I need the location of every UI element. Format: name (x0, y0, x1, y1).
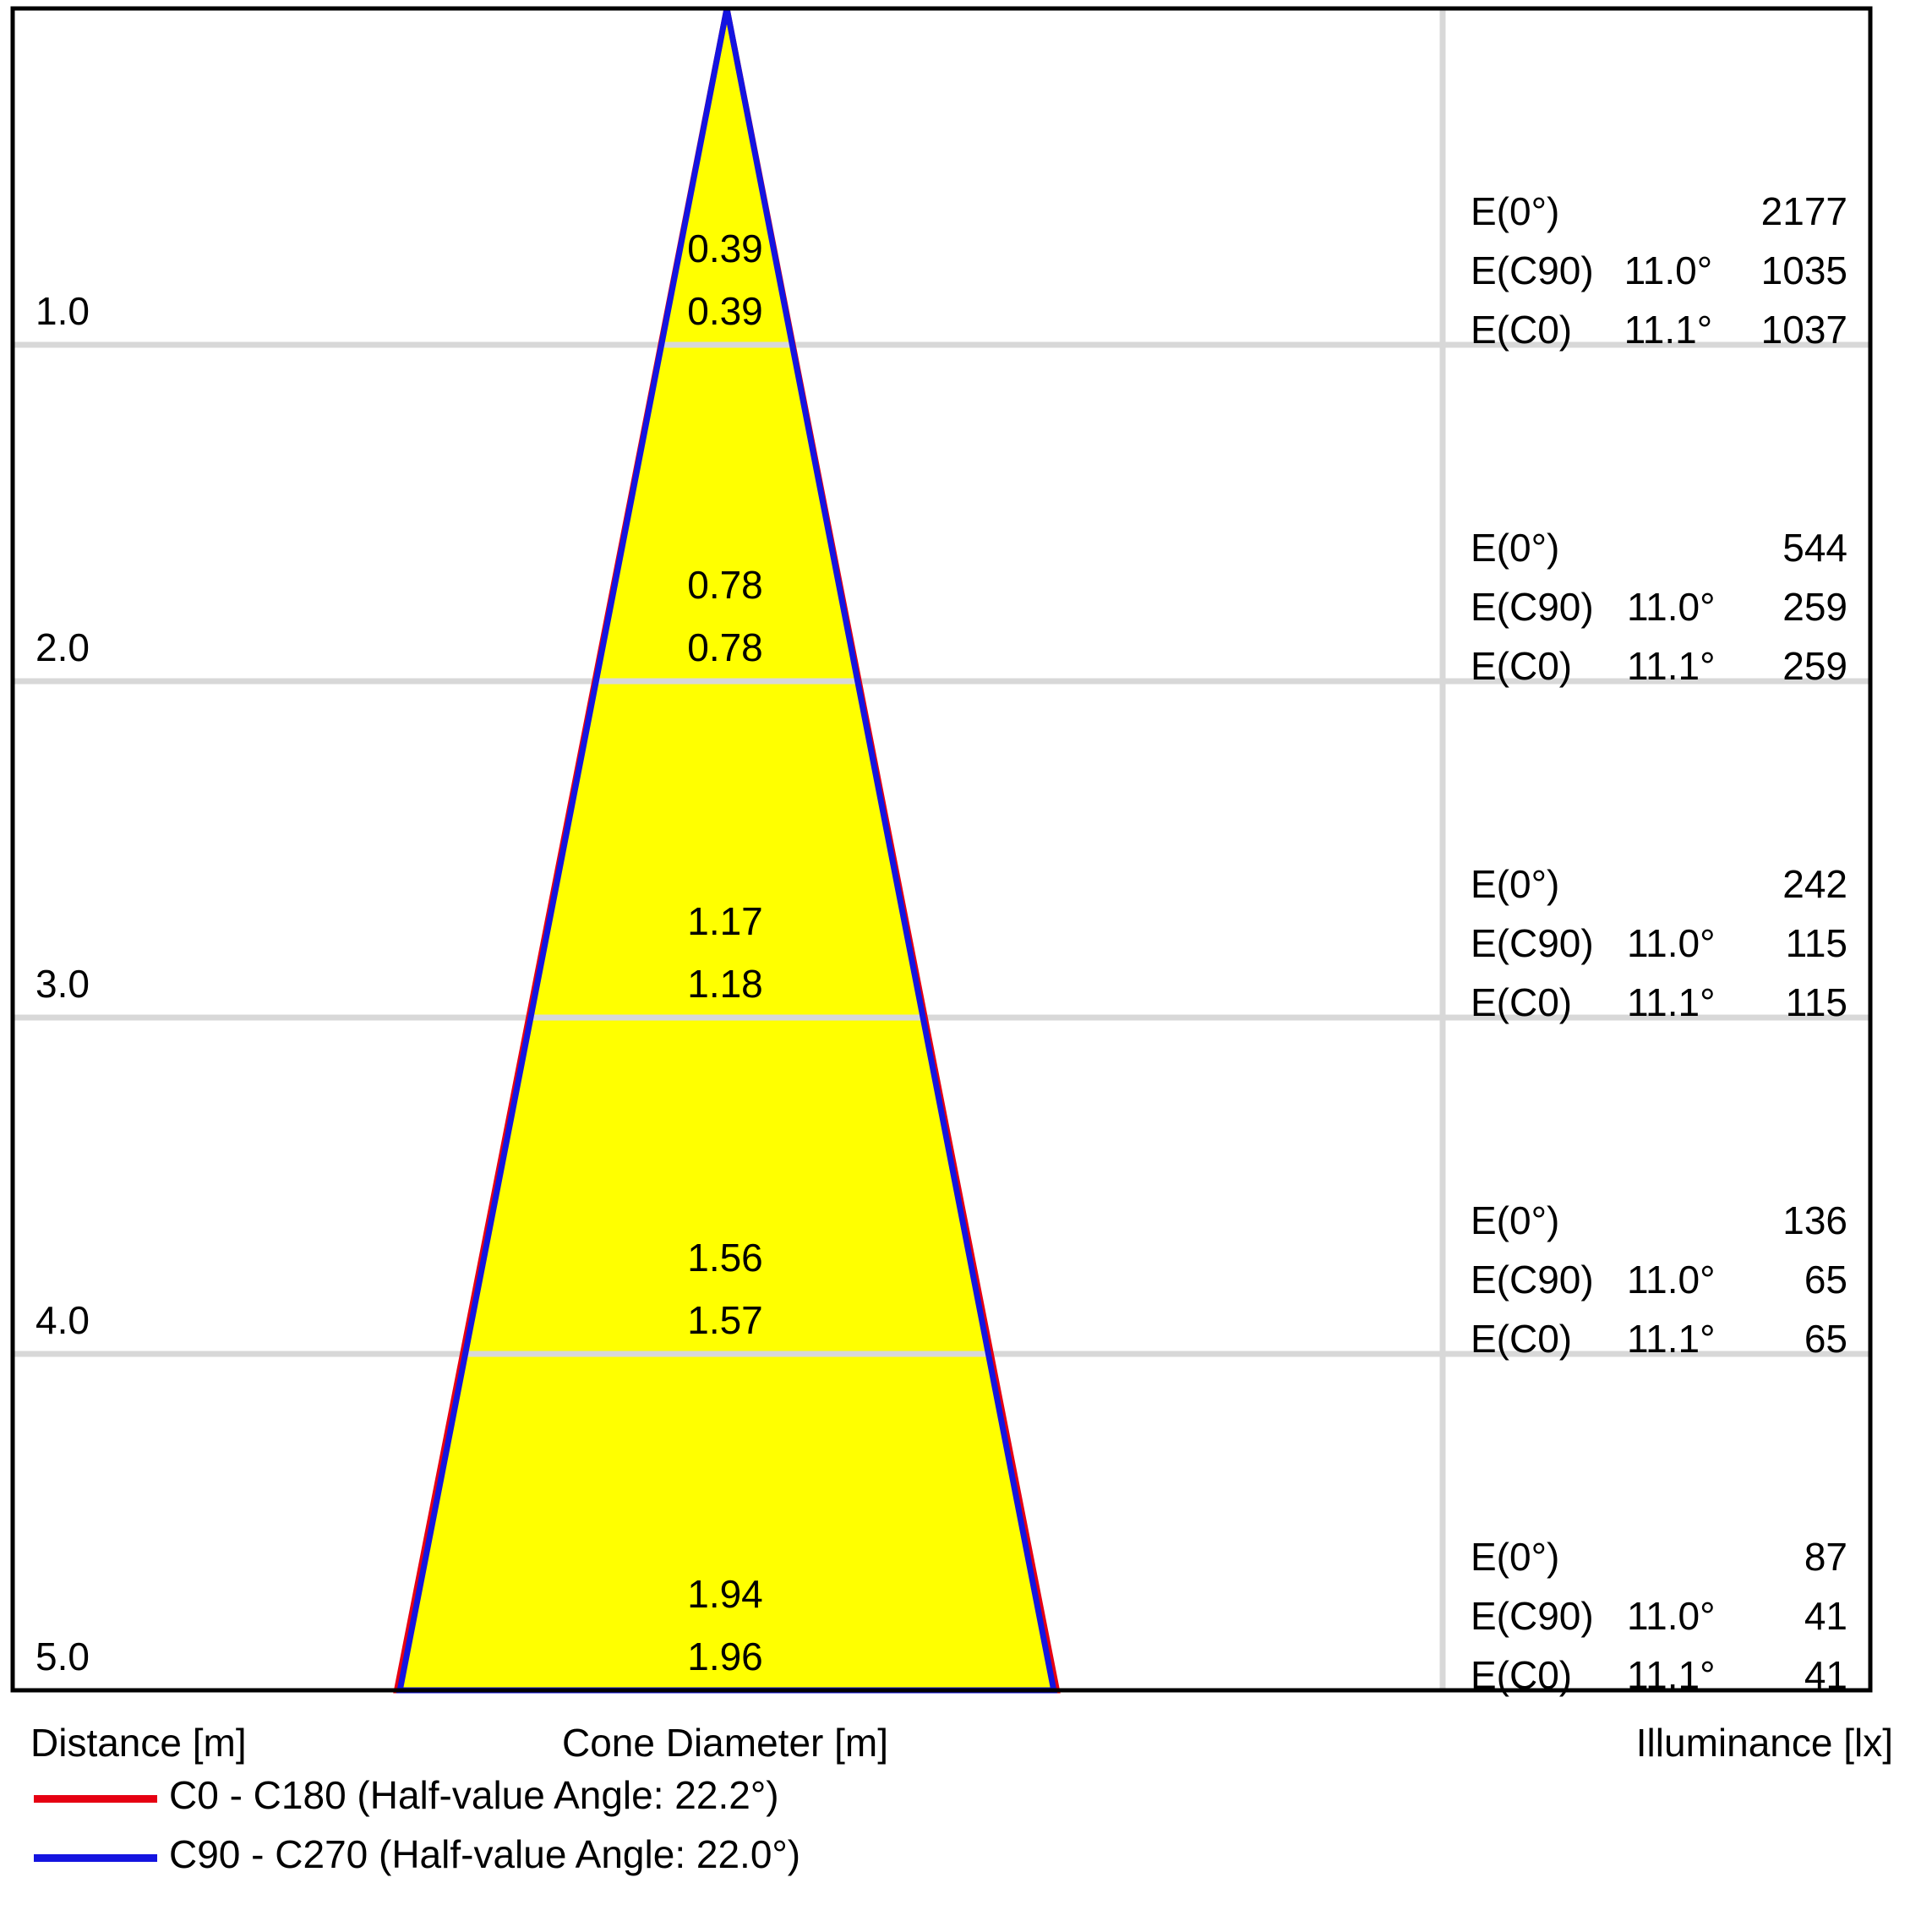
legend-label-c0-c180: C0 - C180 (Half-value Angle: 22.2°) (169, 1773, 779, 1817)
illuminance-label: E(0°) (1471, 1198, 1560, 1243)
illuminance-label: E(C0) (1471, 1317, 1573, 1362)
cone-diameter-c90: 1.17 (687, 899, 763, 944)
illuminance-angle: 11.1° (1624, 308, 1713, 352)
illuminance-angle (1627, 1199, 1766, 1242)
distance-label: 3.0 (35, 962, 90, 1007)
illuminance-value: 136 (1782, 1198, 1847, 1243)
cone-row-2: 2.0 0.78 0.78 E(0°) 544 E(C90) 11.0° 259… (0, 345, 1932, 687)
cone-diameter-c90: 1.94 (687, 1572, 763, 1617)
illuminance-label: E(C0) (1471, 644, 1573, 689)
illuminance-value: 1037 (1760, 308, 1847, 352)
illuminance-label: E(C90) (1471, 248, 1594, 293)
illuminance-value: 87 (1804, 1535, 1847, 1580)
cone-diameter-c90: 0.78 (687, 563, 763, 608)
illuminance-label: E(C0) (1471, 308, 1573, 352)
distance-label: 2.0 (35, 625, 90, 670)
distance-axis-title: Distance [m] (30, 1721, 247, 1765)
illuminance-line: E(C0) 11.1° 41 (1471, 1654, 1847, 1697)
illuminance-line: E(0°) 544 (1471, 527, 1847, 570)
cone-row-1: 1.0 0.39 0.39 E(0°) 2177 E(C90) 11.0° 10… (0, 8, 1932, 351)
illuminance-label: E(C90) (1471, 1594, 1594, 1639)
illuminance-angle (1627, 1536, 1766, 1579)
cone-row-5: 5.0 1.94 1.96 E(0°) 87 E(C90) 11.0° 41 E… (0, 1354, 1932, 1696)
illuminance-value: 259 (1782, 585, 1847, 630)
illuminance-line: E(0°) 87 (1471, 1536, 1847, 1579)
chart-border (10, 6, 1873, 1693)
distance-label: 4.0 (35, 1298, 90, 1343)
illuminance-value: 41 (1804, 1594, 1847, 1639)
illuminance-angle: 11.1° (1627, 644, 1716, 689)
illuminance-label: E(C90) (1471, 921, 1594, 966)
legend-swatch-c0-c180 (34, 1795, 157, 1803)
cone-diameter-c0: 1.57 (687, 1298, 763, 1343)
illuminance-angle: 11.1° (1627, 1653, 1716, 1698)
illuminance-label: E(C90) (1471, 1258, 1594, 1302)
cone-diameter-c0: 0.78 (687, 625, 763, 670)
illuminance-angle (1624, 190, 1761, 233)
illuminance-angle (1627, 863, 1766, 906)
illuminance-line: E(C0) 11.1° 1037 (1471, 308, 1847, 352)
illuminance-label: E(0°) (1471, 526, 1560, 570)
illuminance-angle: 11.0° (1627, 1594, 1716, 1639)
distance-label: 5.0 (35, 1635, 90, 1679)
illuminance-angle: 11.0° (1627, 585, 1716, 630)
illuminance-angle: 11.1° (1627, 980, 1716, 1025)
distance-label: 1.0 (35, 289, 90, 334)
illuminance-line: E(C0) 11.1° 65 (1471, 1318, 1847, 1361)
illuminance-angle (1627, 527, 1766, 570)
legend-label-c90-c270: C90 - C270 (Half-value Angle: 22.0°) (169, 1832, 801, 1876)
illuminance-value: 2177 (1760, 189, 1847, 234)
illuminance-angle: 11.1° (1627, 1317, 1716, 1362)
illuminance-line: E(C90) 11.0° 41 (1471, 1595, 1847, 1638)
illuminance-value: 115 (1785, 980, 1847, 1025)
illuminance-line: E(C90) 11.0° 259 (1471, 586, 1847, 629)
illuminance-label: E(0°) (1471, 189, 1560, 234)
illuminance-line: E(0°) 2177 (1471, 190, 1847, 233)
illuminance-angle: 11.0° (1627, 921, 1716, 966)
illuminance-axis-title: Illuminance [lx] (1635, 1721, 1893, 1765)
illuminance-line: E(C0) 11.1° 259 (1471, 645, 1847, 688)
illuminance-value: 41 (1804, 1653, 1847, 1698)
illuminance-value: 65 (1804, 1317, 1847, 1362)
illuminance-value: 65 (1804, 1258, 1847, 1302)
cone-diameter-c0: 1.96 (687, 1635, 763, 1679)
illuminance-line: E(C90) 11.0° 1035 (1471, 249, 1847, 292)
light-cone-fill-c90 (400, 8, 1054, 1690)
illuminance-angle: 11.0° (1627, 1258, 1716, 1302)
illuminance-label: E(C0) (1471, 1653, 1573, 1698)
illuminance-value: 544 (1782, 526, 1847, 570)
cone-row-4: 4.0 1.56 1.57 E(0°) 136 E(C90) 11.0° 65 … (0, 1018, 1932, 1360)
illuminance-label: E(0°) (1471, 1535, 1560, 1580)
cone-diameter-c90: 0.39 (687, 226, 763, 271)
illuminance-line: E(C90) 11.0° 115 (1471, 922, 1847, 965)
illuminance-line: E(0°) 136 (1471, 1199, 1847, 1242)
illuminance-value: 115 (1785, 921, 1847, 966)
illuminance-angle: 11.0° (1624, 248, 1713, 293)
illuminance-line: E(0°) 242 (1471, 863, 1847, 906)
cone-row-3: 3.0 1.17 1.18 E(0°) 242 E(C90) 11.0° 115… (0, 681, 1932, 1023)
illuminance-value: 242 (1782, 862, 1847, 907)
illuminance-line: E(C90) 11.0° 65 (1471, 1258, 1847, 1302)
illuminance-label: E(C90) (1471, 585, 1594, 630)
cone-diameter-axis-title: Cone Diameter [m] (561, 1721, 889, 1765)
grid-lines (14, 10, 1869, 1689)
illuminance-label: E(C0) (1471, 980, 1573, 1025)
illuminance-value: 259 (1782, 644, 1847, 689)
legend-swatch-c90-c270 (34, 1854, 157, 1862)
illuminance-line: E(C0) 11.1° 115 (1471, 981, 1847, 1024)
cone-diameter-c0: 0.39 (687, 289, 763, 334)
illuminance-value: 1035 (1760, 248, 1847, 293)
illuminance-label: E(0°) (1471, 862, 1560, 907)
cone-diameter-c0: 1.18 (687, 962, 763, 1007)
cone-diameter-c90: 1.56 (687, 1236, 763, 1280)
